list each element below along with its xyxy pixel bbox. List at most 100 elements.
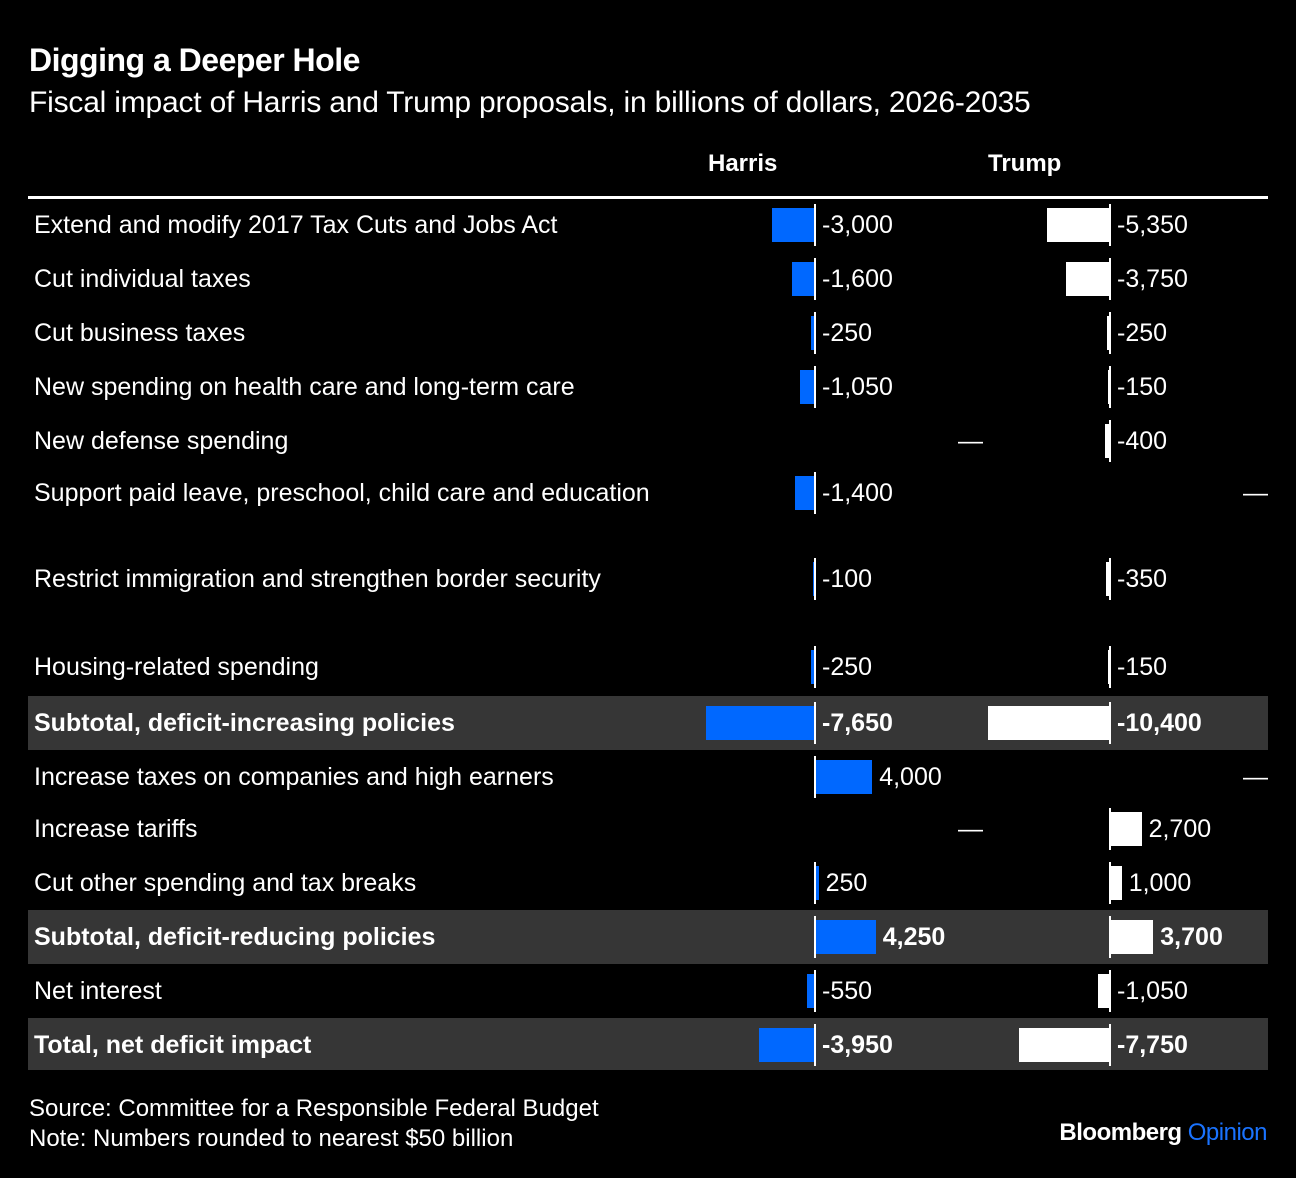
harris-bar — [811, 650, 815, 684]
harris-bar — [794, 476, 815, 510]
trump-value-label: 2,700 — [1148, 815, 1212, 843]
row-label: Housing-related spending — [34, 653, 319, 681]
row-label: Cut other spending and tax breaks — [34, 869, 417, 897]
harris-bar — [815, 920, 876, 954]
trump-value-label: -250 — [1117, 319, 1168, 347]
brand-main: Bloomberg — [1059, 1119, 1182, 1146]
trump-bar — [1097, 974, 1110, 1008]
row-label: Total, net deficit impact — [34, 1031, 312, 1059]
chart-title: Digging a Deeper Hole — [29, 42, 360, 78]
trump-no-value-dash: — — [1243, 763, 1268, 791]
trump-bar — [1110, 866, 1122, 900]
harris-value-label: 4,000 — [879, 763, 942, 791]
harris-value-label: -3,000 — [822, 211, 893, 239]
trump-value-label: -150 — [1117, 373, 1168, 401]
harris-no-value-dash: — — [958, 427, 983, 455]
harris-zero-axis — [814, 702, 816, 744]
row-label: Subtotal, deficit-reducing policies — [34, 923, 436, 951]
row-label: New spending on health care and long-ter… — [34, 373, 575, 401]
trump-zero-axis — [1109, 702, 1111, 744]
row-label: Cut individual taxes — [34, 265, 251, 293]
trump-zero-axis — [1109, 916, 1111, 958]
harris-zero-axis — [814, 472, 816, 514]
row-label: New defense spending — [34, 427, 289, 455]
table-row: Restrict immigration and strengthen bord… — [28, 552, 1268, 640]
row-label: Restrict immigration and strengthen bord… — [34, 565, 601, 593]
trump-zero-axis — [1109, 646, 1111, 688]
trump-value-label: -150 — [1117, 653, 1168, 681]
row-label: Increase taxes on companies and high ear… — [34, 763, 554, 791]
harris-value-label: -1,400 — [822, 479, 893, 507]
table-row: Extend and modify 2017 Tax Cuts and Jobs… — [28, 198, 1268, 252]
harris-zero-axis — [814, 862, 816, 904]
rounding-note: Note: Numbers rounded to nearest $50 bil… — [29, 1125, 514, 1152]
harris-zero-axis — [814, 204, 816, 246]
trump-value-label: -350 — [1117, 565, 1168, 593]
harris-value-label: -250 — [822, 653, 873, 681]
row-label: Net interest — [34, 977, 162, 1005]
harris-bar — [772, 208, 815, 242]
table-row: Increase taxes on companies and high ear… — [28, 750, 1268, 802]
harris-zero-axis — [814, 1024, 816, 1066]
harris-zero-axis — [814, 312, 816, 354]
table-row: Cut other spending and tax breaks 250 1,00… — [28, 856, 1268, 910]
row-label: Subtotal, deficit-increasing policies — [34, 709, 455, 737]
trump-value-label: -10,400 — [1117, 709, 1202, 737]
harris-zero-axis — [814, 916, 816, 958]
harris-bar — [807, 974, 815, 1008]
harris-zero-axis — [814, 366, 816, 408]
trump-value-label: -1,050 — [1117, 977, 1188, 1005]
trump-bar — [1110, 812, 1142, 846]
harris-value-label: -3,950 — [822, 1031, 893, 1059]
trump-zero-axis — [1109, 1024, 1111, 1066]
harris-value-label: -7,650 — [822, 709, 893, 737]
trump-bar — [1110, 920, 1154, 954]
subtotal-row: Total, net deficit impact -3,950 -7,750 — [28, 1018, 1268, 1070]
harris-value-label: -1,600 — [822, 265, 893, 293]
header-rule — [28, 196, 1268, 199]
trump-value-label: -5,350 — [1117, 211, 1188, 239]
trump-bar — [1107, 316, 1110, 350]
trump-value-label: 1,000 — [1128, 869, 1192, 897]
harris-bar — [705, 706, 815, 740]
harris-value-label: -250 — [822, 319, 873, 347]
harris-no-value-dash: — — [958, 815, 983, 843]
column-header-harris: Harris — [708, 150, 778, 177]
harris-bar — [815, 866, 819, 900]
harris-bar — [799, 370, 815, 404]
trump-zero-axis — [1109, 970, 1111, 1012]
table-row: Increase tariffs — 2,700 — [28, 802, 1268, 856]
trump-value-label: -3,750 — [1117, 265, 1188, 293]
table-row: Net interest -550 -1,050 — [28, 964, 1268, 1018]
trump-zero-axis — [1109, 808, 1111, 850]
source-note: Source: Committee for a Responsible Fede… — [29, 1095, 599, 1122]
trump-zero-axis — [1109, 558, 1111, 600]
trump-no-value-dash: — — [1243, 479, 1268, 507]
trump-bar — [1105, 424, 1110, 458]
brand-sub: Opinion — [1187, 1119, 1268, 1146]
harris-zero-axis — [814, 258, 816, 300]
row-label: Cut business taxes — [34, 319, 246, 347]
trump-value-label: 3,700 — [1160, 923, 1223, 951]
table-row: New spending on health care and long-ter… — [28, 360, 1268, 414]
trump-bar — [1105, 562, 1110, 596]
row-label: Increase tariffs — [34, 815, 198, 843]
column-header-trump: Trump — [988, 150, 1062, 177]
table-row: Housing-related spending -250 -150 — [28, 640, 1268, 696]
row-label: Support paid leave, preschool, child car… — [34, 479, 650, 507]
trump-zero-axis — [1109, 312, 1111, 354]
trump-zero-axis — [1109, 862, 1111, 904]
trump-value-label: -400 — [1117, 427, 1168, 455]
trump-zero-axis — [1109, 258, 1111, 300]
table-row: Support paid leave, preschool, child car… — [28, 466, 1268, 552]
table-row: Cut business taxes -250 -250 — [28, 306, 1268, 360]
trump-zero-axis — [1109, 204, 1111, 246]
harris-zero-axis — [814, 970, 816, 1012]
chart-subtitle: Fiscal impact of Harris and Trump propos… — [29, 86, 1031, 119]
harris-bar — [815, 760, 873, 794]
trump-bar — [1066, 262, 1110, 296]
harris-value-label: 250 — [825, 869, 868, 897]
trump-bar — [1047, 208, 1110, 242]
trump-zero-axis — [1109, 420, 1111, 462]
harris-zero-axis — [814, 558, 816, 600]
